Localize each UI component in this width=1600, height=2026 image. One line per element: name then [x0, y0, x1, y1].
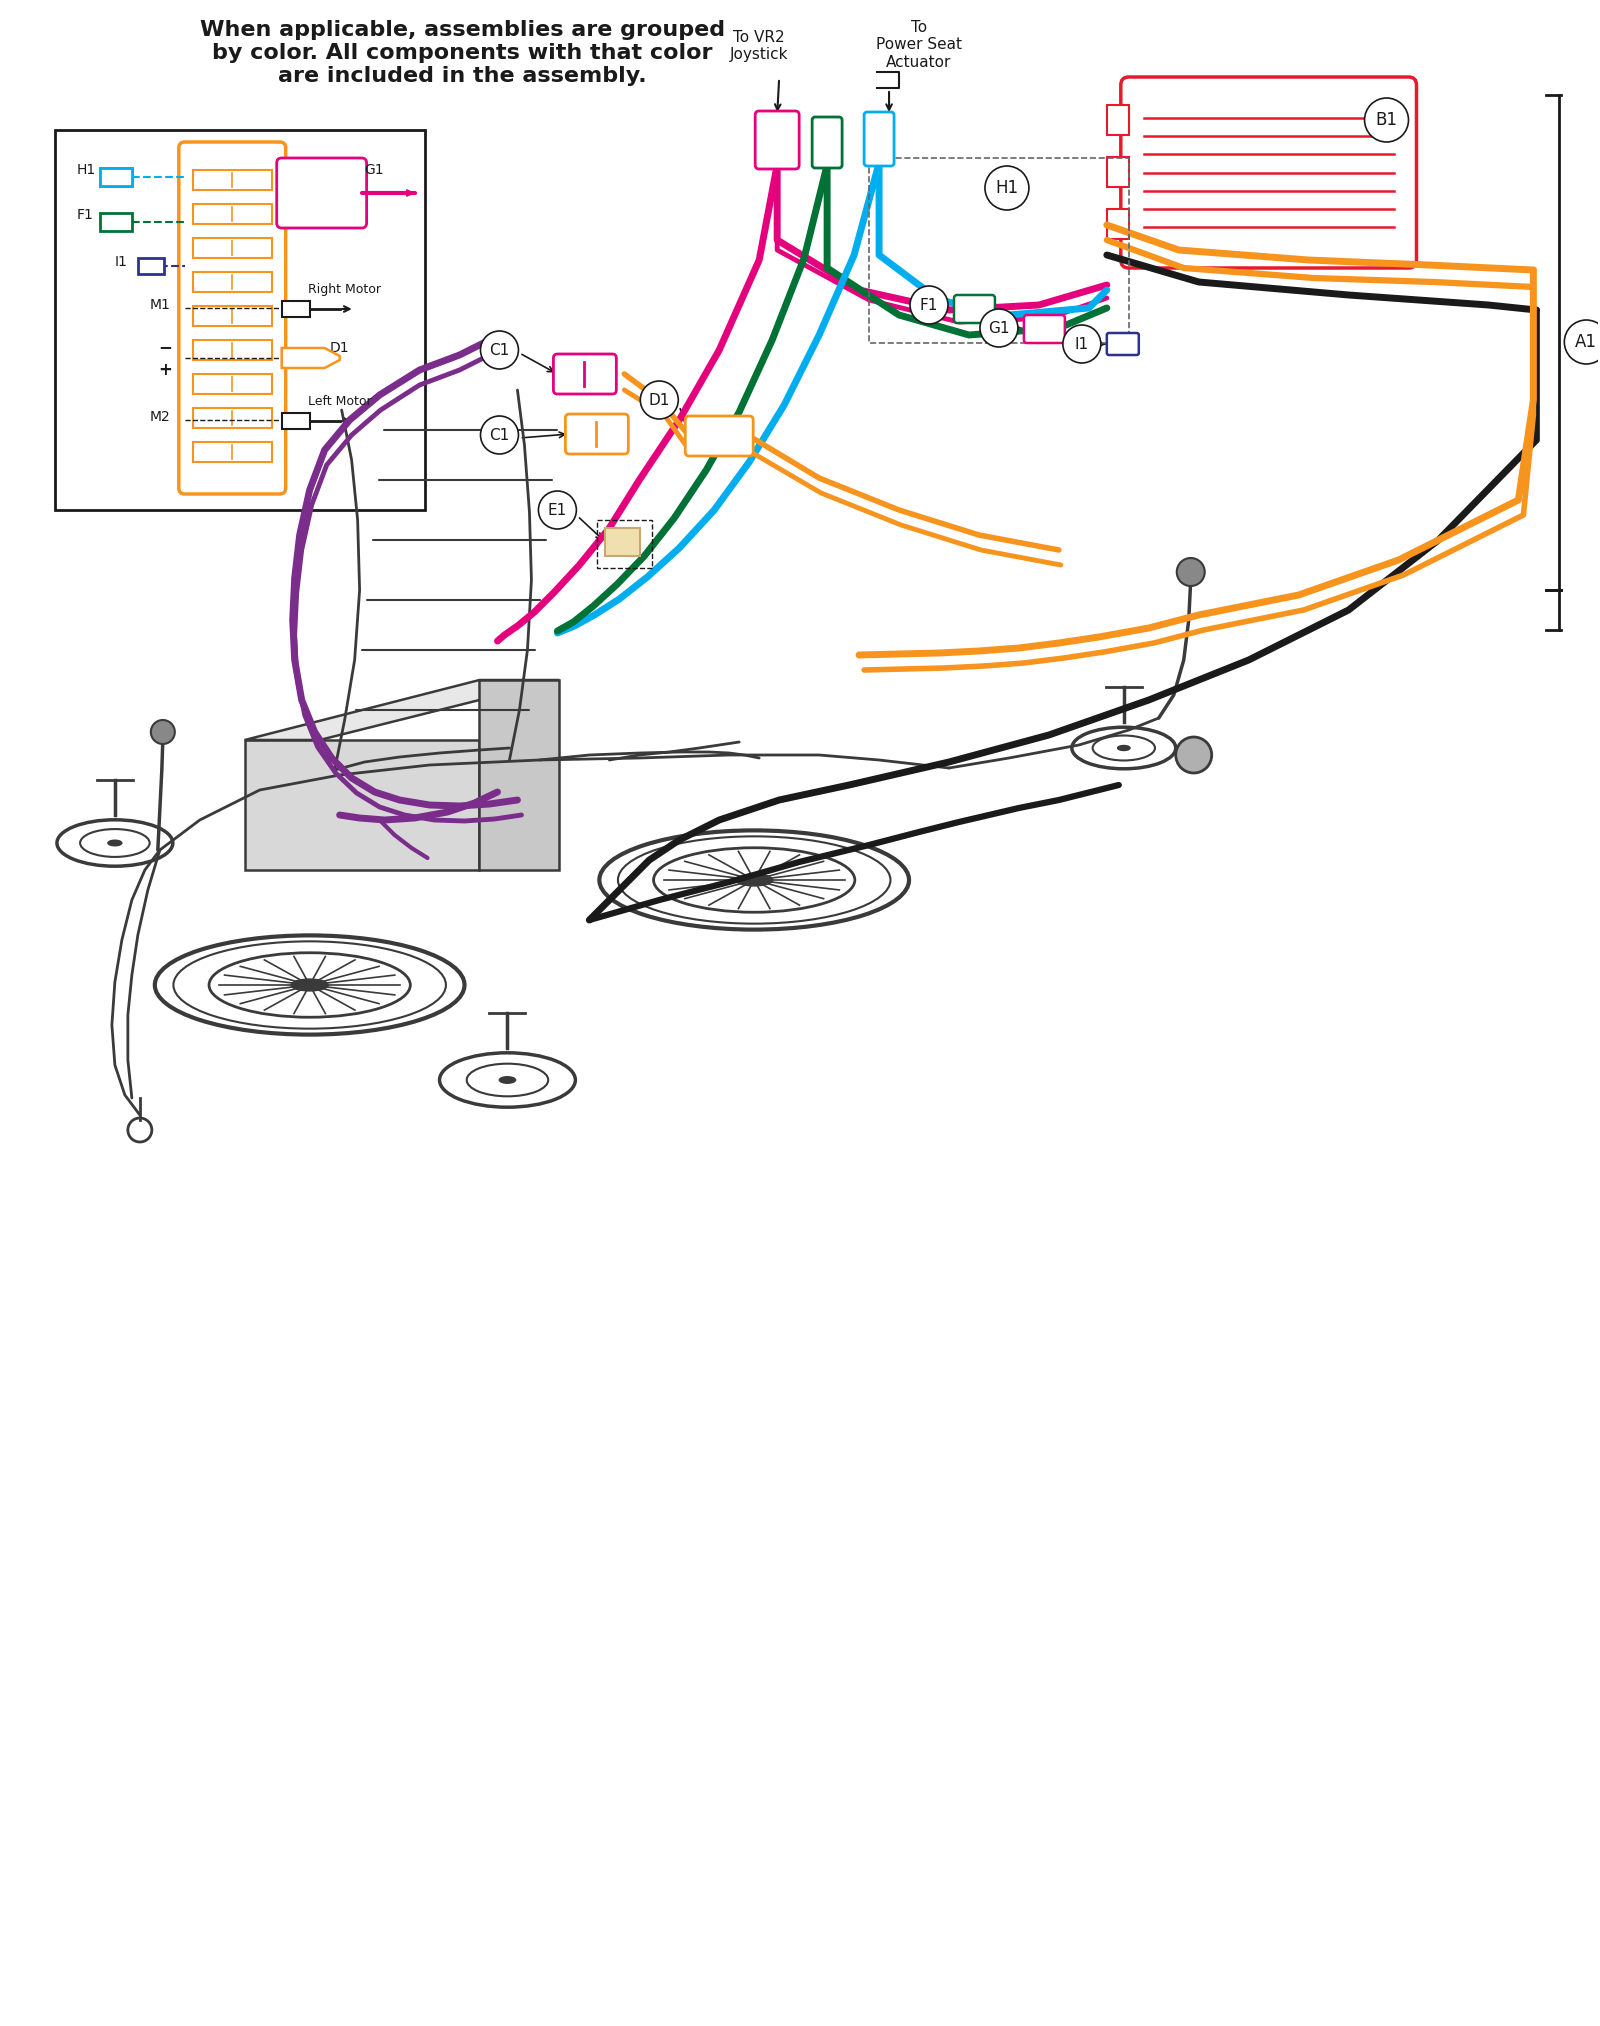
Circle shape: [1365, 97, 1408, 142]
Text: E1: E1: [547, 502, 566, 517]
Text: D1: D1: [648, 393, 670, 407]
FancyBboxPatch shape: [1122, 77, 1416, 267]
Circle shape: [1062, 324, 1101, 363]
Polygon shape: [245, 681, 560, 739]
Polygon shape: [282, 348, 339, 369]
Text: F1: F1: [77, 209, 94, 223]
Ellipse shape: [736, 873, 773, 885]
Bar: [1107, 209, 1128, 239]
Bar: [99, 168, 131, 186]
Bar: [192, 442, 272, 462]
FancyBboxPatch shape: [554, 355, 616, 393]
Bar: [192, 407, 272, 427]
FancyBboxPatch shape: [277, 158, 366, 229]
Circle shape: [150, 719, 174, 744]
Circle shape: [979, 310, 1018, 346]
Bar: [99, 213, 131, 231]
Text: To VR2
Joystick: To VR2 Joystick: [730, 30, 789, 63]
Text: C1: C1: [490, 342, 509, 357]
Circle shape: [640, 381, 678, 419]
Bar: [192, 205, 272, 225]
FancyBboxPatch shape: [685, 415, 754, 456]
Bar: [869, 158, 1128, 342]
Text: Left Motor: Left Motor: [307, 395, 371, 407]
Bar: [597, 521, 653, 567]
Ellipse shape: [1117, 746, 1130, 750]
Bar: [1107, 105, 1128, 136]
Text: −: −: [158, 338, 171, 357]
Text: H1: H1: [77, 162, 96, 176]
Text: To
Power Seat
Actuator: To Power Seat Actuator: [877, 20, 962, 69]
FancyBboxPatch shape: [813, 118, 842, 168]
Text: I1: I1: [1075, 336, 1090, 350]
FancyBboxPatch shape: [179, 142, 286, 494]
Bar: [138, 257, 163, 274]
Text: D1: D1: [330, 340, 349, 355]
Circle shape: [480, 415, 518, 454]
Bar: [54, 130, 424, 511]
Circle shape: [480, 330, 518, 369]
Bar: [282, 413, 310, 430]
Text: When applicable, assemblies are grouped
by color. All components with that color: When applicable, assemblies are grouped …: [200, 20, 725, 87]
Text: A1: A1: [1576, 332, 1597, 350]
FancyBboxPatch shape: [1107, 332, 1139, 355]
Text: F1: F1: [920, 298, 938, 312]
Ellipse shape: [107, 841, 122, 845]
Bar: [192, 271, 272, 292]
Bar: [192, 306, 272, 326]
Text: +: +: [158, 361, 171, 379]
Text: G1: G1: [365, 162, 384, 176]
Circle shape: [539, 490, 576, 529]
Text: H1: H1: [995, 178, 1019, 197]
Text: G1: G1: [989, 320, 1010, 336]
Circle shape: [1176, 557, 1205, 586]
Text: I1: I1: [115, 255, 128, 269]
FancyBboxPatch shape: [864, 111, 894, 166]
Bar: [192, 375, 272, 393]
Text: M1: M1: [150, 298, 171, 312]
Ellipse shape: [499, 1076, 515, 1084]
Circle shape: [1176, 737, 1211, 774]
FancyBboxPatch shape: [755, 111, 798, 168]
Bar: [192, 237, 272, 257]
FancyBboxPatch shape: [954, 296, 995, 322]
Bar: [99, 168, 131, 186]
Circle shape: [986, 166, 1029, 211]
Text: C1: C1: [490, 427, 509, 442]
Bar: [192, 340, 272, 361]
Text: Right Motor: Right Motor: [307, 284, 381, 296]
Text: M2: M2: [150, 409, 171, 423]
Bar: [192, 170, 272, 190]
Polygon shape: [480, 681, 560, 869]
Ellipse shape: [291, 979, 328, 991]
FancyBboxPatch shape: [1024, 314, 1066, 342]
Circle shape: [910, 286, 947, 324]
Bar: [282, 302, 310, 316]
Polygon shape: [245, 739, 480, 869]
Text: B1: B1: [1376, 111, 1397, 130]
Circle shape: [1565, 320, 1600, 365]
Bar: [605, 529, 640, 555]
FancyBboxPatch shape: [565, 413, 629, 454]
Bar: [1107, 156, 1128, 186]
